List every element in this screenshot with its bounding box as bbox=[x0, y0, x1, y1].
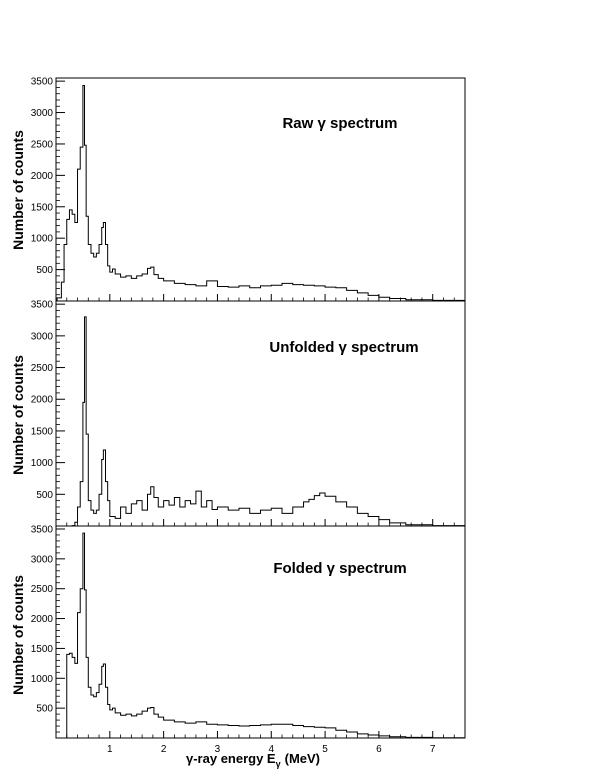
folded-spectrum-panel: Folded γ spectrum 500 1000 1500 2000 2500 300… bbox=[31, 524, 466, 755]
y-tick-label: 1500 bbox=[31, 644, 54, 655]
unfolded-spectrum-panel: Unfolded γ spectrum 500 1000 1500 2000 2500 3… bbox=[31, 300, 466, 527]
x-tick-label: 4 bbox=[268, 744, 274, 755]
x-tick-label: 7 bbox=[430, 744, 436, 755]
y-tick-label: 2000 bbox=[31, 614, 54, 625]
spectrum-line-unfolded bbox=[57, 316, 466, 527]
plot-frame-raw bbox=[55, 77, 466, 302]
y-tick-label: 1500 bbox=[31, 426, 54, 437]
y-tick-label: 3000 bbox=[31, 554, 54, 565]
panel-title-folded: Folded γ spectrum bbox=[273, 560, 406, 577]
raw-spectrum-panel: Raw γ spectrum 500 1000 1500 2000 2500 3000 35… bbox=[31, 77, 466, 302]
y-axis-label-raw: Number of counts bbox=[10, 130, 26, 250]
y-tick-label: 1000 bbox=[31, 234, 54, 245]
y-tick-label: 1000 bbox=[31, 674, 54, 685]
y-tick-label: 500 bbox=[36, 265, 53, 276]
y-tick-label: 2500 bbox=[31, 363, 54, 374]
y-tick-label: 500 bbox=[36, 704, 53, 715]
spectrum-line-raw bbox=[56, 85, 466, 301]
x-tick-label: 5 bbox=[322, 744, 328, 755]
y-tick-label: 1500 bbox=[31, 202, 54, 213]
y-tick-label: 2500 bbox=[31, 584, 54, 595]
plot-frame-folded bbox=[55, 525, 466, 739]
y-tick-label: 2000 bbox=[31, 395, 54, 406]
x-tick-label: 1 bbox=[107, 744, 113, 755]
panel-title-raw: Raw γ spectrum bbox=[282, 115, 397, 132]
x-tick-label: 2 bbox=[161, 744, 167, 755]
y-tick-label: 3000 bbox=[31, 108, 54, 119]
panel-title-unfolded: Unfolded γ spectrum bbox=[269, 339, 418, 356]
y-tick-label: 3500 bbox=[31, 77, 54, 88]
x-tick-label: 6 bbox=[376, 744, 382, 755]
y-tick-label: 2000 bbox=[31, 171, 54, 182]
y-tick-label: 3500 bbox=[31, 300, 54, 311]
x-tick-label: 3 bbox=[215, 744, 221, 755]
y-tick-label: 500 bbox=[36, 490, 53, 501]
x-axis-label-main: γ-ray energy E bbox=[186, 751, 276, 766]
y-tick-label: 3500 bbox=[31, 524, 54, 535]
y-axis-label-folded: Number of counts bbox=[10, 575, 26, 695]
y-tick-label: 1000 bbox=[31, 458, 54, 469]
x-axis-label: γ-ray energy Eγ (MeV) bbox=[186, 751, 320, 769]
y-tick-label: 3000 bbox=[31, 331, 54, 342]
y-axis-label-unfolded: Number of counts bbox=[10, 355, 26, 475]
plot-frame-unfolded bbox=[55, 300, 466, 527]
x-axis-label-unit: (MeV) bbox=[285, 751, 320, 766]
y-tick-label: 2500 bbox=[31, 139, 54, 150]
spectrum-line-folded bbox=[57, 532, 466, 739]
x-axis-label-subscript: γ bbox=[276, 759, 281, 769]
